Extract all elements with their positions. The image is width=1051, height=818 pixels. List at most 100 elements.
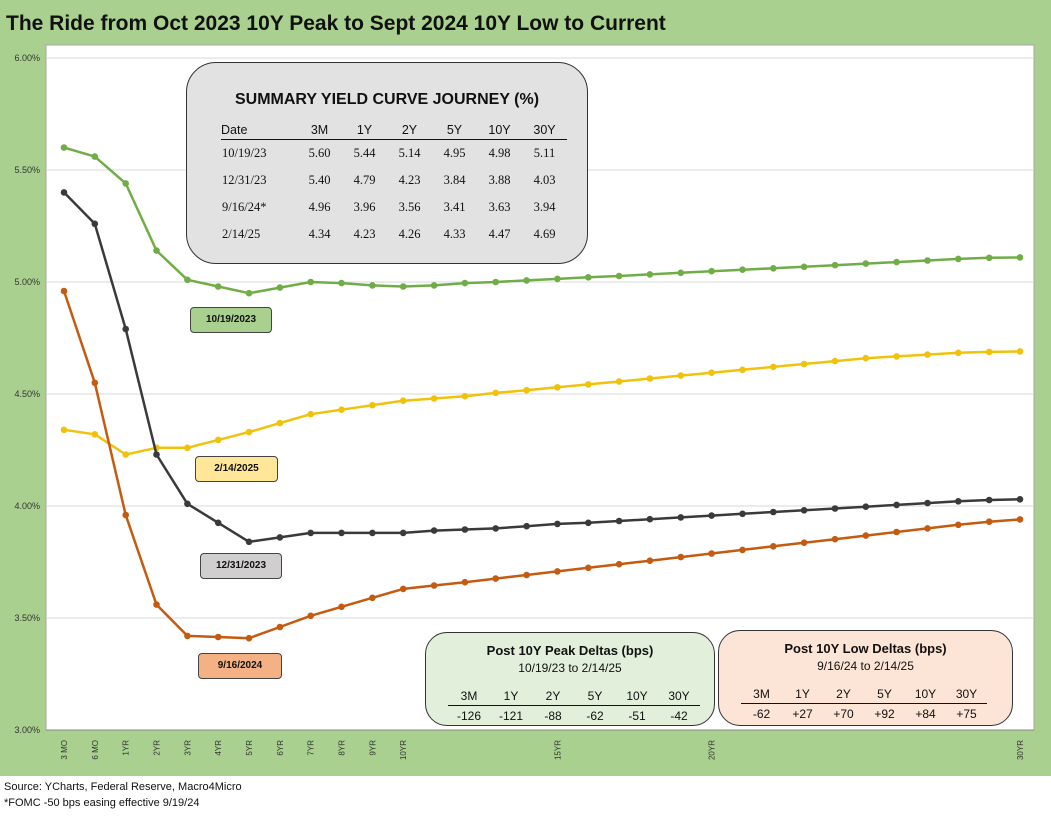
data-point [461,279,469,287]
series-lines [60,144,1024,642]
data-point [214,519,222,527]
data-point [739,266,746,274]
data-point [184,500,191,508]
summary-header-cell: 1Y [342,123,387,140]
fomc-footnote: *FOMC -50 bps easing effective 9/19/24 [4,797,200,809]
data-point [122,180,129,187]
data-point [615,560,623,568]
source-note: Source: YCharts, Federal Reserve, Macro4… [4,781,242,793]
y-tick-label: 5.50% [14,165,40,175]
series-3 [60,287,1024,642]
data-point [985,496,993,504]
data-point [60,189,68,196]
data-point [91,379,99,387]
data-point [153,601,160,608]
delta-header: 30Y [658,689,700,706]
low-deltas-subtitle: 9/16/24 to 2/14/25 [817,659,914,673]
summary-cell: 4.33 [443,227,466,241]
delta-header: 5Y [864,687,905,704]
data-point [615,517,623,525]
data-point [276,419,284,427]
summary-cell: 5.14 [398,146,421,160]
data-point [770,265,777,272]
series-line [63,146,1021,295]
delta-value: +27 [792,707,813,721]
data-point [585,519,592,527]
data-point [276,623,284,631]
data-point [554,384,561,391]
summary-header-row: Date 3M 1Y 2Y 5Y 10Y 30Y [221,123,567,140]
data-point [1016,254,1024,261]
x-tick-label: 4YR [214,740,223,756]
data-point [122,325,129,333]
data-point [338,603,345,611]
data-point [554,520,561,528]
data-point [523,571,530,579]
data-point [461,526,469,533]
summary-row: 10/19/23 5.60 5.44 5.14 4.95 4.98 5.11 [221,140,567,168]
summary-cell: 3.96 [353,200,376,214]
summary-cell: 4.79 [353,173,376,187]
data-point [646,271,654,278]
x-tick-label: 5YR [245,740,254,756]
series-line [63,350,1021,456]
summary-header-cell: 30Y [522,123,567,140]
data-point [708,267,715,275]
y-tick-label: 3.00% [14,725,40,735]
x-tick-label: 15YR [553,740,562,760]
data-point [122,511,129,519]
delta-header: 5Y [574,689,616,706]
data-point [554,568,561,575]
delta-value: +70 [833,707,854,721]
summary-cell: 5.44 [353,146,376,160]
delta-value: -42 [670,709,688,723]
data-point [399,283,407,290]
data-point [924,499,931,507]
data-point [153,451,160,458]
series-line [62,290,1021,640]
data-point [770,543,777,550]
data-point [307,278,315,286]
summary-row: 2/14/25 4.34 4.23 4.26 4.33 4.47 4.69 [221,221,567,248]
x-tick-label: 2YR [153,740,162,756]
data-point [430,395,438,402]
data-point [245,538,253,546]
low-deltas-value-row: -62 +27 +70 +92 +84 +75 [741,704,987,723]
data-point [862,532,870,539]
data-point [862,354,870,362]
gridlines [46,57,1034,731]
y-tick-label: 6.00% [14,53,40,63]
series-line [63,191,1021,544]
data-point [184,444,191,452]
data-point [492,525,500,532]
summary-cell: 4.26 [398,227,421,241]
summary-table-box: SUMMARY YIELD CURVE JOURNEY (%) Date 3M … [186,62,588,264]
data-point [955,498,962,505]
series-label-dec-2023: 12/31/2023 [200,553,282,579]
data-point [369,401,376,409]
data-point [677,514,685,521]
summary-cell: 3.94 [533,200,556,214]
data-point [399,585,407,593]
series-label-feb-2025: 2/14/2025 [195,456,278,482]
summary-cell: 4.98 [488,146,511,160]
data-point [461,392,469,400]
series-1 [60,348,1024,458]
data-point [985,348,993,356]
delta-value: -62 [586,709,604,723]
delta-header: 1Y [782,687,823,704]
data-point [338,279,345,287]
data-point [91,431,99,438]
summary-header-cell: 2Y [387,123,432,140]
summary-cell: 4.47 [488,227,511,241]
data-point [739,366,746,374]
data-point [893,528,900,536]
summary-cell: 5.40 [308,173,331,187]
summary-row: 9/16/24* 4.96 3.96 3.56 3.41 3.63 3.94 [221,194,567,221]
data-point [831,505,839,512]
summary-cell: 4.03 [533,173,556,187]
data-point [739,510,746,518]
delta-value: -88 [544,709,562,723]
summary-cell: 4.95 [443,146,466,160]
low-deltas-header-row: 3M 1Y 2Y 5Y 10Y 30Y [741,687,987,704]
